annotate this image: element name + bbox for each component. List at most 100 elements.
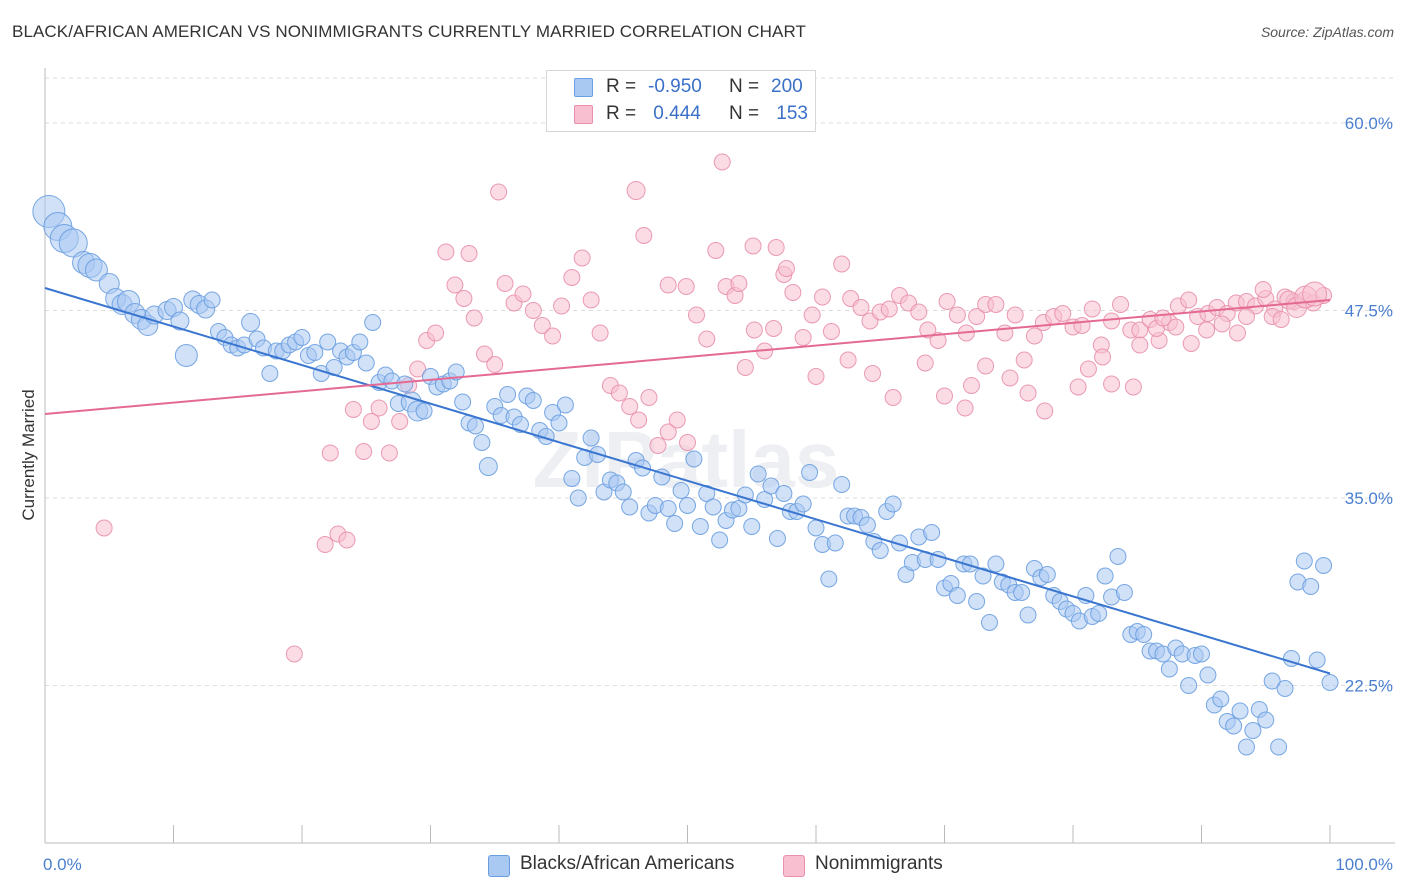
legend-r-label: R = xyxy=(606,76,637,97)
x-tick-label: 0.0% xyxy=(43,855,82,874)
data-point xyxy=(1237,738,1255,756)
data-point xyxy=(777,260,795,277)
data-point xyxy=(514,285,532,303)
data-point xyxy=(1073,317,1091,334)
y-tick-label: 47.5% xyxy=(1345,302,1393,321)
data-point xyxy=(1228,324,1246,342)
data-point xyxy=(427,324,445,342)
data-point xyxy=(1135,626,1153,643)
data-point xyxy=(968,593,986,610)
data-point xyxy=(563,470,581,487)
data-point xyxy=(640,389,658,406)
data-point xyxy=(553,297,571,315)
data-point xyxy=(1193,645,1210,663)
data-point xyxy=(765,320,783,337)
data-point xyxy=(478,457,498,476)
legend-r-label: R = xyxy=(606,103,637,124)
legend-n-value: 153 xyxy=(771,103,808,124)
data-point xyxy=(1198,321,1216,339)
data-point xyxy=(910,303,928,321)
data-point xyxy=(743,518,761,535)
data-point xyxy=(1131,336,1149,354)
data-point xyxy=(884,389,902,406)
data-point xyxy=(58,228,88,258)
data-point xyxy=(355,443,373,460)
data-point xyxy=(1015,351,1033,369)
data-point xyxy=(948,587,966,604)
data-point xyxy=(762,477,780,495)
data-point xyxy=(749,465,767,483)
data-point xyxy=(948,306,966,324)
legend-row-nonimmigrants: R = 0.444 N = 153 xyxy=(547,101,815,127)
legend-n-label: N = xyxy=(729,103,760,124)
data-point xyxy=(293,329,311,346)
data-point xyxy=(807,368,825,385)
data-point xyxy=(677,278,695,295)
data-point xyxy=(794,329,812,346)
data-point xyxy=(1295,552,1313,570)
data-point xyxy=(698,330,716,348)
data-point xyxy=(987,296,1005,313)
data-point xyxy=(573,249,591,267)
data-point xyxy=(174,344,198,367)
data-point xyxy=(490,183,508,201)
data-point xyxy=(1096,567,1114,585)
data-point xyxy=(306,344,324,361)
data-point xyxy=(794,495,812,513)
data-point xyxy=(582,291,600,309)
data-point xyxy=(653,468,671,486)
data-point xyxy=(391,413,409,430)
bottom-legend-swatch-nonimmigrants xyxy=(783,855,805,877)
data-point xyxy=(826,534,844,552)
data-point xyxy=(858,516,876,534)
data-point xyxy=(454,393,472,411)
data-point xyxy=(679,434,696,451)
data-point xyxy=(351,333,369,351)
data-point xyxy=(767,239,785,256)
data-point xyxy=(1199,666,1217,684)
bottom-legend-swatch-blacks xyxy=(488,855,510,877)
data-point xyxy=(711,531,729,549)
data-point xyxy=(803,306,821,324)
data-point xyxy=(736,359,754,376)
data-point xyxy=(261,365,279,382)
data-point xyxy=(730,275,748,292)
data-point xyxy=(409,360,427,378)
data-point xyxy=(486,356,504,373)
bottom-legend-label: Nonimmigrants xyxy=(815,853,943,874)
data-point xyxy=(203,291,221,309)
data-point xyxy=(822,323,840,340)
data-point xyxy=(880,300,898,318)
data-point xyxy=(344,401,362,418)
data-point xyxy=(820,570,838,588)
series-nonimmigrants xyxy=(95,153,1333,663)
data-point xyxy=(563,269,581,286)
x-tick-label: 100.0% xyxy=(1335,855,1393,874)
data-point xyxy=(380,444,398,462)
data-point xyxy=(1276,680,1294,697)
data-point xyxy=(614,483,632,501)
legend-r-value: 0.444 xyxy=(648,103,701,124)
data-point xyxy=(316,536,334,553)
data-point xyxy=(938,293,956,310)
data-point xyxy=(496,275,514,292)
data-point xyxy=(630,411,648,429)
data-point xyxy=(285,645,303,663)
data-point xyxy=(852,299,870,316)
data-point xyxy=(415,402,433,420)
data-point xyxy=(556,396,574,414)
data-point xyxy=(784,284,802,301)
data-point xyxy=(1036,402,1054,420)
data-point xyxy=(864,365,882,382)
data-point xyxy=(1112,296,1130,313)
source-label: Source: ZipAtlas.com xyxy=(1260,24,1394,40)
data-point xyxy=(241,313,261,332)
data-point xyxy=(1054,305,1072,322)
data-point xyxy=(1302,578,1320,595)
data-point xyxy=(591,324,609,342)
data-point xyxy=(1001,369,1019,387)
data-point xyxy=(626,181,646,200)
data-point xyxy=(362,413,380,430)
data-point xyxy=(679,497,696,514)
data-point xyxy=(713,153,731,171)
